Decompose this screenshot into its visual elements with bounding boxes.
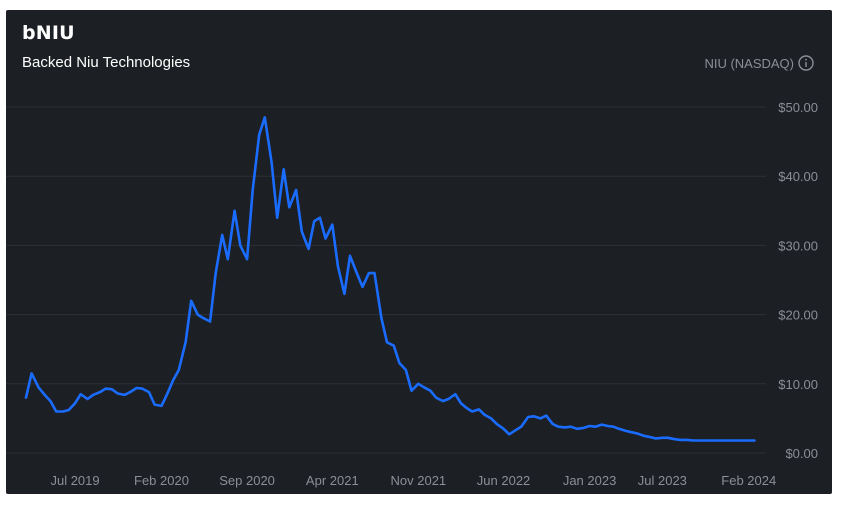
- x-tick-label: Jan 2023: [563, 473, 617, 488]
- price-chart: $0.00 $10.00 $20.00 $30.00 $40.00 $50.00 Jul …: [6, 100, 818, 488]
- y-tick-label: $30.00: [778, 238, 818, 253]
- ticker-label: NIU (NASDAQ): [704, 56, 794, 71]
- info-circle-icon[interactable]: [798, 55, 814, 71]
- x-tick-label: Sep 2020: [219, 473, 275, 488]
- gridlines: [6, 106, 766, 454]
- x-tick-label: Jul 2019: [50, 473, 99, 488]
- x-tick-label: Jul 2023: [638, 473, 687, 488]
- x-tick-label: Feb 2024: [721, 473, 776, 488]
- x-axis-ticks: Jul 2019 Feb 2020 Sep 2020 Apr 2021 Nov 2021…: [50, 473, 776, 488]
- x-tick-label: Nov 2021: [391, 473, 447, 488]
- series-line: [24, 116, 756, 442]
- chart-card: bNIU Backed Niu Technologies NIU (NASDAQ…: [6, 10, 832, 494]
- y-tick-label: $20.00: [778, 308, 818, 323]
- x-tick-label: Feb 2020: [134, 473, 189, 488]
- y-tick-label: $0.00: [785, 446, 818, 461]
- price-series: [24, 116, 756, 442]
- y-tick-label: $40.00: [778, 169, 818, 184]
- x-tick-label: Apr 2021: [306, 473, 359, 488]
- y-axis-ticks: $0.00 $10.00 $20.00 $30.00 $40.00 $50.00: [778, 100, 818, 461]
- chart-title: bNIU: [22, 22, 75, 44]
- y-tick-label: $10.00: [778, 377, 818, 392]
- chart-subtitle: Backed Niu Technologies: [22, 54, 191, 71]
- y-tick-label: $50.00: [778, 100, 818, 115]
- x-tick-label: Jun 2022: [477, 473, 531, 488]
